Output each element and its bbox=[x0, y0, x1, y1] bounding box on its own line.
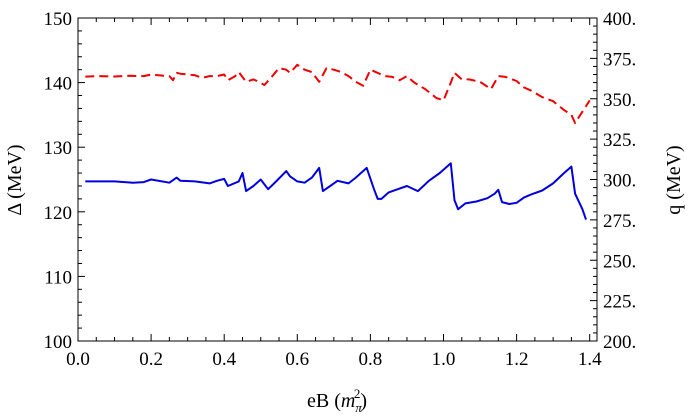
y-left-tick-label: 110 bbox=[44, 267, 72, 288]
y-axis-left-title: Δ (MeV) bbox=[4, 144, 26, 215]
x-tick-label: 0.4 bbox=[212, 349, 236, 370]
y-right-tick-label: 300. bbox=[603, 171, 636, 192]
x-tick-label: 0.6 bbox=[285, 349, 309, 370]
x-axis-title: eB (mπ2) bbox=[307, 386, 367, 415]
y-right-tick-label: 325. bbox=[603, 130, 636, 151]
x-axis-title-unit-sub: π bbox=[355, 400, 362, 415]
tick-labels: 0.0 0.2 0.4 0.6 0.8 1.0 1.2 1.4 100 110 120 130 140 1… bbox=[44, 9, 637, 370]
series-line-delta bbox=[85, 162, 587, 220]
y-left-tick-label: 120 bbox=[44, 203, 73, 224]
x-tick-label: 1.2 bbox=[505, 349, 529, 370]
x-tick-label: 1.0 bbox=[432, 349, 456, 370]
y-right-tick-label: 400. bbox=[603, 9, 636, 30]
x-axis-title-unit-sup: 2 bbox=[354, 386, 361, 401]
y-right-tick-label: 250. bbox=[603, 251, 636, 272]
x-axis-title-main: eB bbox=[307, 390, 329, 412]
ticks bbox=[77, 17, 597, 342]
y-right-tick-label: 225. bbox=[603, 292, 636, 313]
y-left-tick-label: 140 bbox=[44, 74, 73, 95]
y-axis-right-title: q (MeV) bbox=[663, 145, 685, 214]
x-tick-label: 0.8 bbox=[359, 349, 383, 370]
x-tick-label: 0.0 bbox=[66, 349, 90, 370]
series-group bbox=[85, 63, 591, 220]
series-line-q bbox=[85, 63, 591, 124]
y-right-tick-label: 375. bbox=[603, 49, 636, 70]
y-left-tick-label: 150 bbox=[44, 9, 73, 30]
y-right-tick-label: 200. bbox=[603, 332, 636, 353]
x-axis-title-close-paren: ) bbox=[360, 390, 367, 412]
x-tick-label: 1.4 bbox=[578, 349, 602, 370]
x-axis-title-unit: m bbox=[341, 390, 355, 412]
y-left-tick-label: 130 bbox=[44, 138, 73, 159]
y-right-tick-label: 275. bbox=[603, 211, 636, 232]
x-tick-label: 0.2 bbox=[139, 349, 163, 370]
x-axis-title-open-paren: ( bbox=[329, 390, 341, 412]
y-left-tick-label: 100 bbox=[44, 332, 73, 353]
y-right-tick-label: 350. bbox=[603, 90, 636, 111]
